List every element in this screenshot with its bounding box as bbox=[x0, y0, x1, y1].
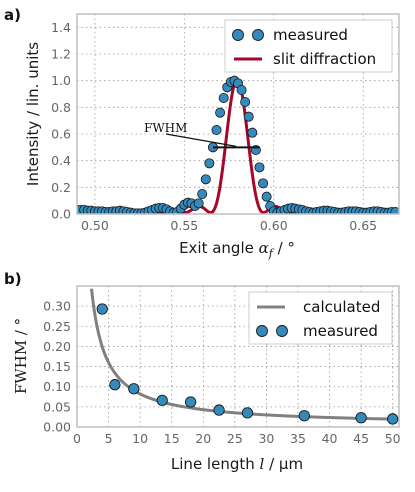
chart-b-legend-measured-label: measured bbox=[303, 322, 378, 340]
chart-b-ylabel: FWHM / ° bbox=[12, 318, 30, 394]
chart-a-measured-point bbox=[243, 111, 254, 122]
chart-a-legend-measured-marker bbox=[232, 29, 244, 41]
chart-b-measured-point bbox=[96, 303, 108, 315]
chart-a-legend: measured slit diffraction bbox=[224, 19, 393, 73]
chart-a-legend-slit-label: slit diffraction bbox=[273, 50, 376, 68]
chart-a-frame bbox=[76, 13, 400, 215]
chart-b: b) 0 5 10 15 20 25 30 35 40 45 500.000.050.100.150… bbox=[4, 270, 401, 473]
chart-b-xtick-label: 50 bbox=[385, 431, 401, 446]
chart-b-xtick-label: 40 bbox=[322, 431, 338, 446]
chart-a-plot-area bbox=[77, 75, 399, 214]
chart-a-measured-point bbox=[204, 158, 215, 169]
chart-b-measured-point bbox=[156, 394, 168, 407]
chart-a-ytick-label: 0.8 bbox=[51, 100, 71, 115]
chart-b-xtick-label: 15 bbox=[164, 431, 180, 446]
chart-b-ytick-label: 0.15 bbox=[43, 359, 71, 374]
chart-a-measured-point bbox=[240, 97, 251, 108]
chart-a-measured-point bbox=[193, 198, 204, 209]
chart-b-legend-measured-marker bbox=[256, 325, 268, 337]
chart-a-measured-point bbox=[390, 207, 399, 214]
chart-a-ylabel: Intensity / lin. units bbox=[24, 42, 42, 186]
chart-b-xtick-label: 20 bbox=[195, 431, 211, 446]
chart-a-xlabel-var: α bbox=[259, 239, 269, 257]
chart-b-measured-point bbox=[109, 379, 121, 391]
chart-b-xtick-label: 0 bbox=[73, 431, 81, 446]
chart-a-measured-point bbox=[211, 125, 222, 136]
chart-b-measured-point bbox=[213, 404, 225, 416]
chart-a-xlabel-main: Exit angle bbox=[179, 239, 259, 257]
chart-a-measured-point bbox=[261, 191, 272, 202]
chart-a-xlabel-unit: / ° bbox=[273, 239, 295, 257]
chart-a-fwhm-annotation: FWHM bbox=[144, 121, 260, 149]
chart-a-measured-point bbox=[254, 162, 265, 173]
chart-b-legend-measured-marker-2 bbox=[276, 325, 288, 337]
chart-a-measured-point bbox=[218, 93, 229, 104]
chart-b-frame bbox=[76, 285, 400, 428]
chart-a-legend-box bbox=[224, 19, 393, 73]
chart-a-grid bbox=[77, 14, 399, 215]
chart-a-xtick-label: 0.65 bbox=[349, 218, 377, 233]
chart-a-xlabel: Exit angle αf / ° bbox=[179, 239, 295, 260]
chart-b-xtick-label: 35 bbox=[290, 431, 306, 446]
chart-b-ytick-label: 0.05 bbox=[43, 399, 71, 414]
chart-a-ytick-label: 0.6 bbox=[51, 127, 71, 142]
chart-b-xlabel-main: Line length bbox=[171, 455, 260, 473]
chart-a-xtick-label: 0.55 bbox=[170, 218, 198, 233]
chart-b-ytick-label: 0.25 bbox=[43, 319, 71, 334]
chart-a-ytick-label: 1.2 bbox=[51, 47, 71, 62]
chart-a-legend-measured-label: measured bbox=[273, 26, 348, 44]
chart-b-xlabel-unit: / µm bbox=[264, 455, 303, 473]
chart-a-ytick-label: 0.4 bbox=[51, 153, 71, 168]
chart-a-xtick-label: 0.60 bbox=[260, 218, 288, 233]
chart-a-ytick-label: 1.0 bbox=[51, 73, 71, 88]
chart-b-measured-point bbox=[241, 407, 254, 419]
chart-a-fwhm-pointer bbox=[165, 133, 237, 147]
chart-b-legend-box bbox=[248, 291, 393, 345]
chart-a-ytick-label: 0.2 bbox=[51, 180, 71, 195]
chart-a-measured-point bbox=[197, 188, 208, 199]
chart-a: a) 0.50 0.55 0.60 0.65 0.0 0.2 0.4 0.6 0.8 1.0 1.2… bbox=[4, 6, 400, 260]
chart-b-ytick-label: 0.30 bbox=[43, 299, 71, 314]
chart-a-ytick-label: 1.4 bbox=[51, 20, 71, 35]
chart-a-measured-point bbox=[200, 174, 211, 185]
chart-b-xlabel: Line length l / µm bbox=[171, 455, 303, 473]
chart-b-measured-point bbox=[298, 410, 310, 422]
chart-b-xtick-label: 5 bbox=[105, 431, 113, 446]
chart-b-xtick-label: 45 bbox=[353, 431, 369, 446]
chart-b-ytick-label: 0.10 bbox=[43, 379, 71, 394]
chart-a-ticks: 0.50 0.55 0.60 0.65 0.0 0.2 0.4 0.6 0.8 1.0 1.2 1.4 bbox=[51, 20, 377, 233]
chart-a-measured-point bbox=[236, 85, 247, 96]
chart-b-xtick-label: 10 bbox=[132, 431, 148, 446]
chart-a-measured-point bbox=[247, 127, 258, 138]
chart-b-xtick-label: 25 bbox=[227, 431, 243, 446]
chart-b-legend: calculated measured bbox=[248, 291, 393, 345]
chart-b-plot-area bbox=[90, 288, 399, 425]
chart-a-slit-diffraction-line bbox=[77, 77, 399, 214]
chart-a-fwhm-label: FWHM bbox=[144, 121, 187, 135]
chart-a-series bbox=[77, 75, 399, 214]
chart-b-measured-point bbox=[355, 412, 367, 424]
chart-b-measured-point bbox=[387, 413, 399, 425]
chart-a-measured-point bbox=[258, 178, 269, 189]
chart-a-measured-point bbox=[215, 107, 226, 118]
chart-b-xtick-label: 30 bbox=[258, 431, 274, 446]
chart-b-series bbox=[90, 288, 399, 425]
chart-b-xlabel-var: l bbox=[260, 455, 265, 473]
panel-a-label: a) bbox=[4, 6, 21, 24]
chart-a-legend-measured-marker-2 bbox=[252, 29, 264, 41]
chart-b-ytick-label: 0.20 bbox=[43, 339, 71, 354]
chart-b-legend-calculated-label: calculated bbox=[303, 298, 380, 316]
panel-b-label: b) bbox=[4, 270, 22, 288]
chart-a-xtick-label: 0.50 bbox=[81, 218, 109, 233]
chart-a-xlabel-sub: f bbox=[268, 247, 275, 260]
chart-b-measured-point bbox=[184, 396, 197, 408]
chart-a-ytick-label: 0.0 bbox=[51, 207, 71, 222]
chart-b-ticks: 0 5 10 15 20 25 30 35 40 45 50 0.00 0.05 0.10 0.15 0.20… bbox=[43, 299, 401, 446]
chart-b-ytick-label: 0.00 bbox=[43, 420, 71, 435]
chart-b-measured-point bbox=[128, 383, 140, 395]
